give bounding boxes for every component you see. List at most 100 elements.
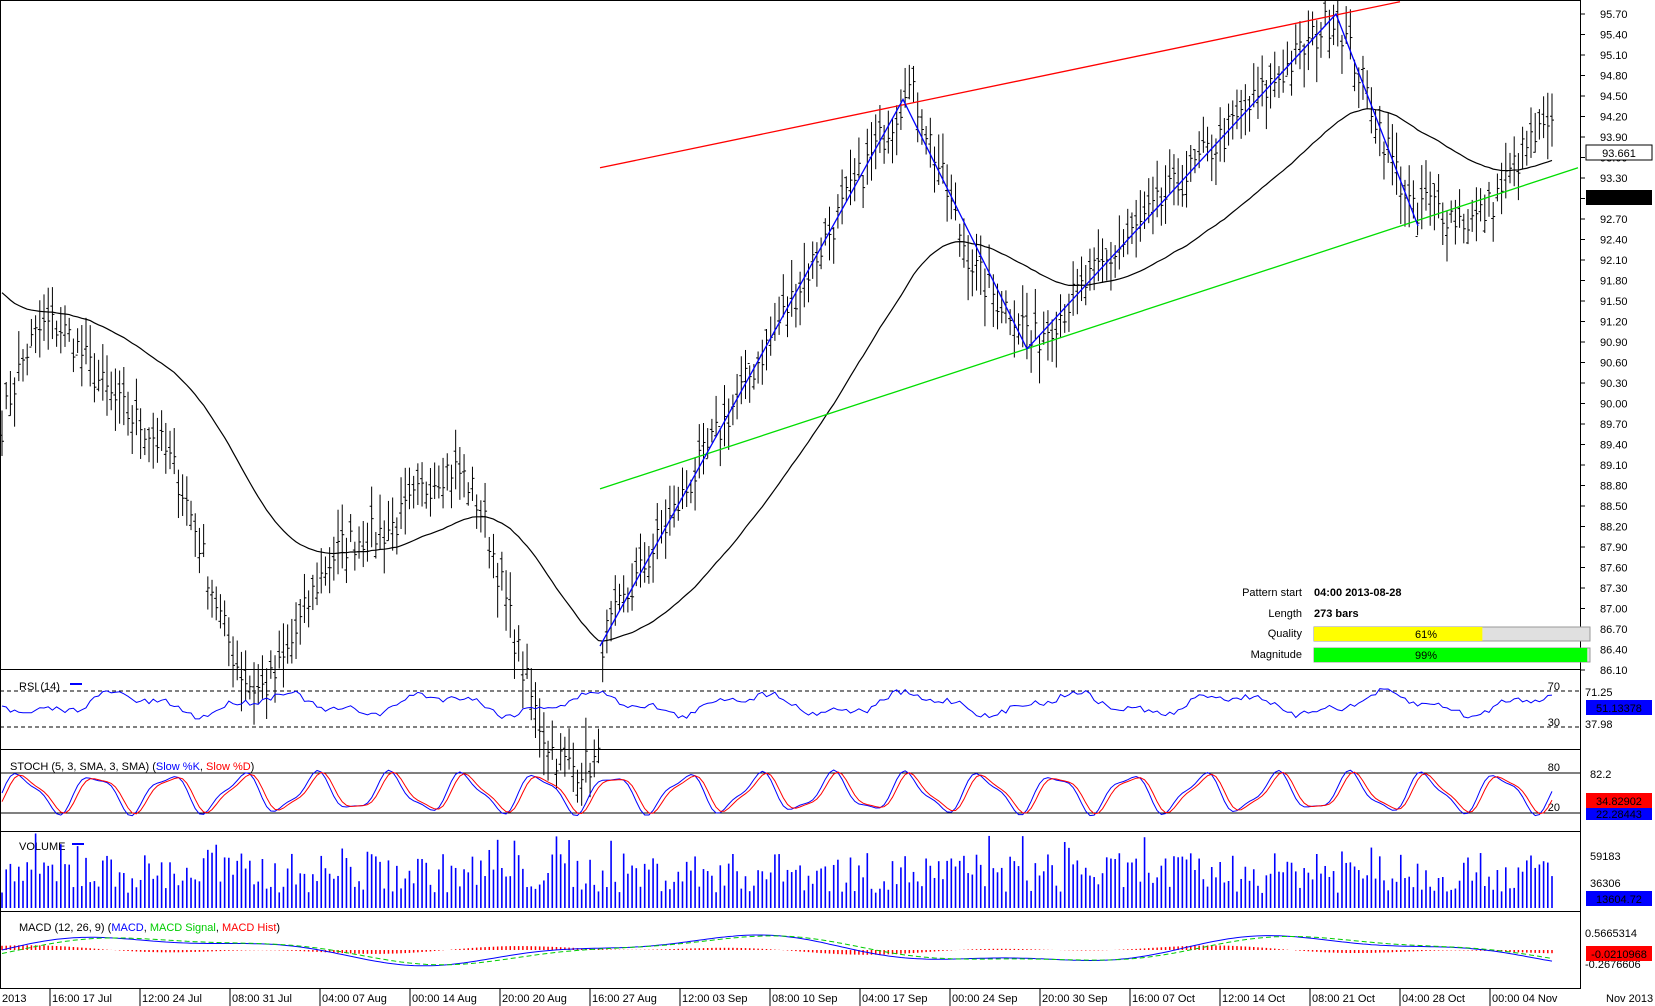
stoch-level-80: 80 <box>1548 762 1560 774</box>
ohlc-bar <box>210 579 215 618</box>
ohlc-bar <box>424 481 429 509</box>
ohlc-bar <box>999 290 1004 324</box>
ohlc-bar <box>1512 136 1517 187</box>
ohlc-bar <box>1507 152 1512 184</box>
ohlc-bar <box>852 158 857 202</box>
ohlc-bar <box>814 242 819 287</box>
ohlc-bar <box>163 422 168 474</box>
svg-text:13604.72: 13604.72 <box>1596 894 1642 906</box>
price-tick-label: 88.50 <box>1600 501 1628 513</box>
ohlc-bar <box>617 583 622 612</box>
ohlc-bar <box>1058 294 1063 338</box>
price-tick-label: 87.30 <box>1600 583 1628 595</box>
ohlc-bar <box>1108 241 1113 291</box>
ohlc-bar <box>302 573 307 624</box>
ohlc-bar <box>1213 138 1218 186</box>
ohlc-bar <box>403 467 408 535</box>
ohlc-bar <box>1251 63 1256 108</box>
ohlc-bar <box>1520 126 1525 170</box>
ohlc-bar <box>79 325 84 387</box>
ohlc-bar <box>491 533 496 579</box>
price-tick-label: 86.40 <box>1600 645 1628 657</box>
ohlc-bar <box>239 651 244 712</box>
ohlc-bar <box>336 509 341 575</box>
ohlc-bar <box>588 762 593 798</box>
ohlc-bar <box>457 446 462 500</box>
ohlc-bar <box>1159 187 1164 226</box>
macd-title: MACD (12, 26, 9) (MACD, MACD Signal, MAC… <box>19 922 280 934</box>
ohlc-bar <box>550 720 555 760</box>
price-tick-label: 90.00 <box>1600 399 1628 411</box>
price-tick-label: 92.10 <box>1600 255 1628 267</box>
price-tick-label: 87.60 <box>1600 563 1628 575</box>
ohlc-bar <box>827 206 832 261</box>
volume-axis-high: 59183 <box>1590 851 1621 863</box>
time-tick-label: 08:00 31 Jul <box>232 993 292 1005</box>
ohlc-bar <box>1390 124 1395 186</box>
price-tick-label: 86.70 <box>1600 624 1628 636</box>
ohlc-bar <box>1297 21 1302 70</box>
ohlc-bar <box>974 233 979 291</box>
ohlc-bar <box>1264 79 1269 130</box>
price-tick-label: 87.00 <box>1600 604 1628 616</box>
ohlc-bar <box>1045 310 1050 361</box>
ohlc-bar <box>1087 248 1092 291</box>
price-tick-label: 95.70 <box>1600 9 1628 21</box>
rsi-axis-low: 37.98 <box>1585 719 1613 731</box>
ohlc-bar <box>592 739 597 778</box>
ohlc-bar <box>315 562 320 606</box>
ohlc-bar <box>58 307 63 354</box>
ohlc-bar <box>1327 9 1332 59</box>
ohlc-bar <box>29 318 34 348</box>
volume-bars <box>1 833 1553 908</box>
pattern-start-value: 04:00 2013-08-28 <box>1314 587 1401 599</box>
rsi-panel: RSI (14) 70 30 71.25 37.98 <box>0 681 1613 731</box>
rsi-legend-swatch <box>70 683 82 685</box>
length-value: 273 bars <box>1314 608 1359 620</box>
ohlc-bar <box>856 137 861 180</box>
ohlc-bar <box>991 274 996 328</box>
ohlc-bar <box>294 602 299 659</box>
ohlc-bar <box>310 574 315 611</box>
ohlc-bar <box>672 485 677 528</box>
ohlc-bar <box>306 590 311 628</box>
price-tick-label: 89.40 <box>1600 440 1628 452</box>
ohlc-bar <box>243 650 248 701</box>
quality-bar <box>1314 627 1483 641</box>
price-tick-label: 90.30 <box>1600 378 1628 390</box>
ohlc-bar <box>84 317 89 365</box>
svg-text:34.82902: 34.82902 <box>1596 796 1642 808</box>
ohlc-bar <box>231 636 236 688</box>
ohlc-bar <box>1449 200 1454 223</box>
svg-text:-0.0210968: -0.0210968 <box>1591 949 1647 961</box>
ohlc-bar <box>54 320 59 347</box>
ohlc-bar <box>1071 261 1076 316</box>
ohlc-bar <box>1171 154 1176 206</box>
ohlc-bar <box>1394 132 1399 195</box>
ohlc-bar <box>1486 181 1491 217</box>
ohlc-bar <box>621 575 626 613</box>
ohlc-bar <box>1302 43 1307 88</box>
svg-text:93.013: 93.013 <box>1602 193 1636 205</box>
ohlc-bar <box>105 355 110 416</box>
ohlc-bar <box>1268 63 1273 109</box>
svg-text:22.28443: 22.28443 <box>1596 809 1642 821</box>
ohlc-bar <box>865 128 870 185</box>
ohlc-bar <box>932 146 937 193</box>
ohlc-bar <box>1276 66 1281 98</box>
price-tick-label: 94.80 <box>1600 71 1628 83</box>
ohlc-bar <box>0 410 4 457</box>
ohlc-bar <box>840 169 845 225</box>
quality-label: Quality <box>1268 628 1303 640</box>
ohlc-bar <box>819 237 824 270</box>
ohlc-bar <box>562 736 567 777</box>
ohlc-bar <box>340 504 345 569</box>
ohlc-bar <box>226 617 231 667</box>
ohlc-bar <box>357 526 362 559</box>
ohlc-bar <box>903 67 908 108</box>
ohlc-bar <box>508 572 513 638</box>
macd-signal-label: MACD Signal <box>150 922 216 934</box>
ohlc-bar <box>1033 288 1038 340</box>
ohlc-bar <box>1533 112 1538 153</box>
ohlc-bar <box>441 457 446 509</box>
